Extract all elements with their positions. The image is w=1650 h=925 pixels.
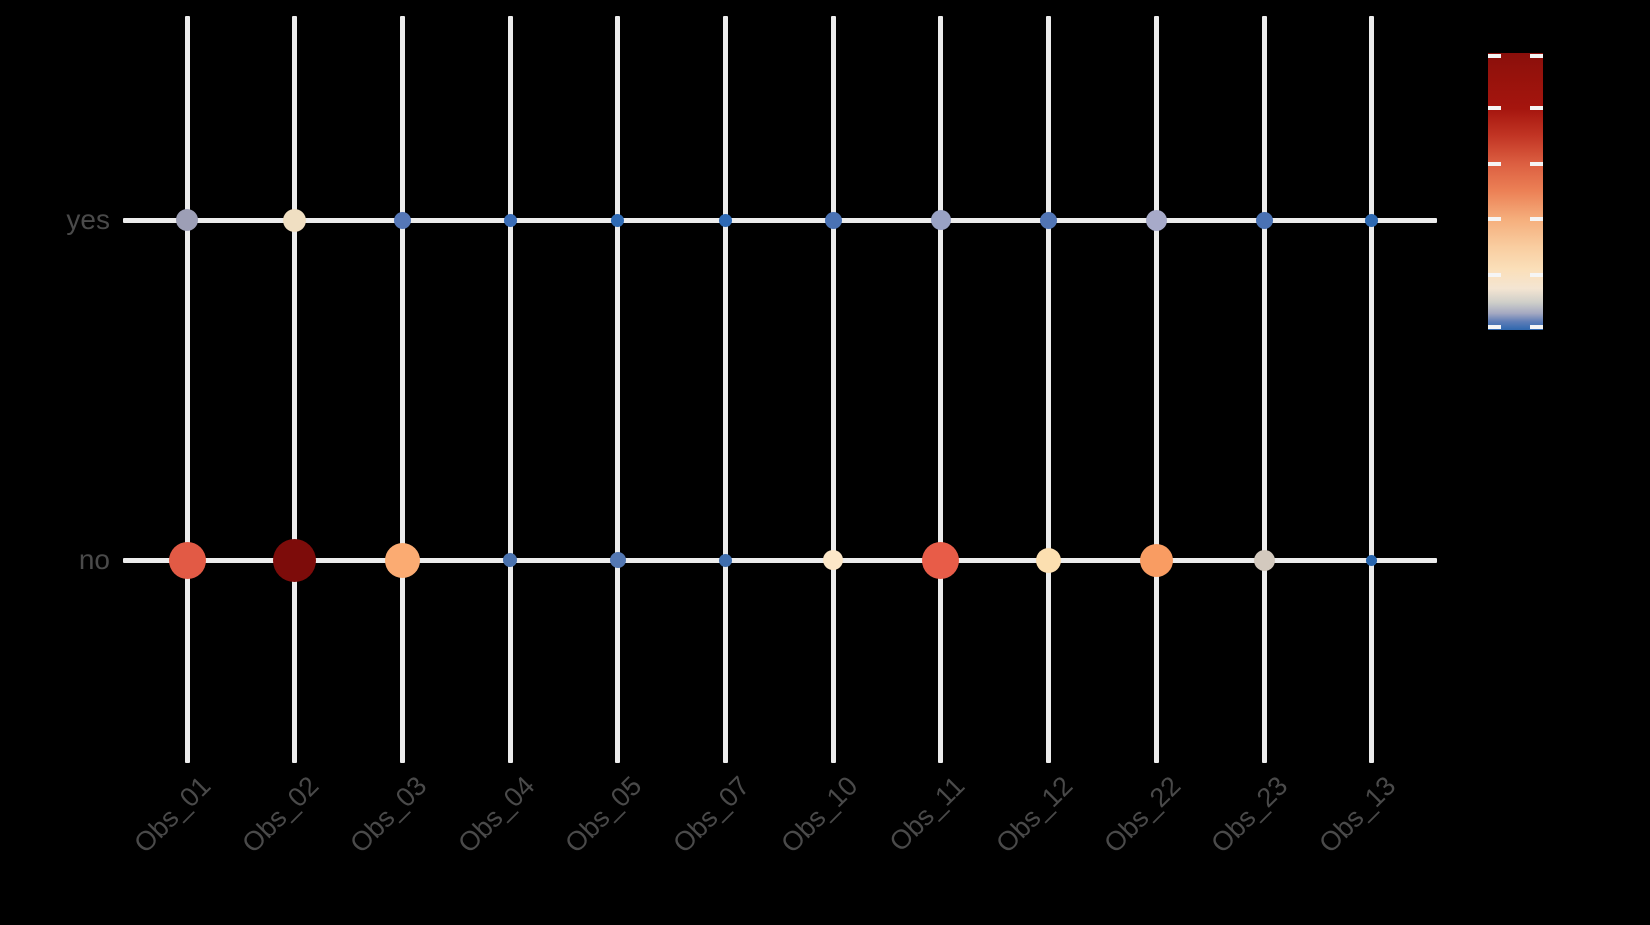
colorbar-tick [1530,161,1543,166]
y-grid-line [123,557,1437,563]
data-point [1366,554,1378,566]
colorbar-tick [1530,106,1543,111]
data-point [1036,547,1062,573]
data-point [1139,543,1173,577]
data-point [1040,211,1058,229]
colorbar-tick [1488,106,1501,111]
x-axis-tick-label: Obs_01 [128,770,217,859]
x-grid-line [399,16,405,763]
y-axis-tick-label: yes [66,204,110,235]
data-point [922,541,960,579]
x-grid-line [938,16,944,763]
x-grid-line [1153,16,1159,763]
x-grid-line [830,16,836,763]
colorbar-tick [1488,325,1501,330]
x-grid-line [292,16,298,763]
colorbar-tick [1530,325,1543,330]
x-grid-line [723,16,728,763]
x-grid-line [1261,16,1267,763]
x-axis-tick-label: Obs_04 [451,770,540,859]
x-grid-line [615,16,621,763]
y-axis-tick-label: no [78,544,110,575]
data-point [824,211,842,229]
colorbar-tick [1530,53,1543,58]
colorbar-tick [1488,53,1501,58]
x-grid-line [1369,16,1375,763]
x-axis-tick-label: Obs_03 [344,770,433,859]
x-axis-tick-label: Obs_11 [884,770,971,858]
x-axis-tick-label: Obs_10 [774,770,864,859]
colorbar-tick [1488,161,1501,166]
data-point [1253,549,1275,571]
data-point [384,542,420,578]
x-axis-tick-label: Obs_12 [990,770,1079,859]
data-point [503,213,517,227]
y-grid-line [123,217,1437,223]
data-point [176,209,198,231]
x-axis-tick-label: Obs_22 [1098,770,1187,859]
x-axis-tick-label: Obs_23 [1205,770,1294,859]
data-point [393,211,411,229]
x-grid-line [184,16,190,763]
color-scale-legend [1488,53,1543,330]
colorbar-tick [1488,272,1501,277]
data-point [503,553,518,567]
colorbar-tick [1488,217,1501,222]
data-point [719,553,732,567]
data-point [611,213,625,227]
data-point [1255,211,1273,229]
x-grid-line [1046,16,1052,763]
x-axis-tick-label: Obs_07 [667,770,756,859]
data-point [719,213,732,227]
x-axis-tick-label: Obs_05 [559,770,648,859]
data-point [1145,209,1167,231]
data-point [283,208,307,232]
data-point [273,538,317,582]
data-point [609,552,626,568]
data-point [823,550,844,570]
x-axis-tick-label: Obs_02 [236,770,325,859]
data-point [1365,213,1379,227]
x-axis-tick-label: Obs_13 [1313,770,1402,859]
data-point [168,541,206,579]
x-grid-line [507,16,513,763]
colorbar-tick [1530,217,1543,222]
colorbar-tick [1530,272,1543,277]
data-point [930,210,951,230]
